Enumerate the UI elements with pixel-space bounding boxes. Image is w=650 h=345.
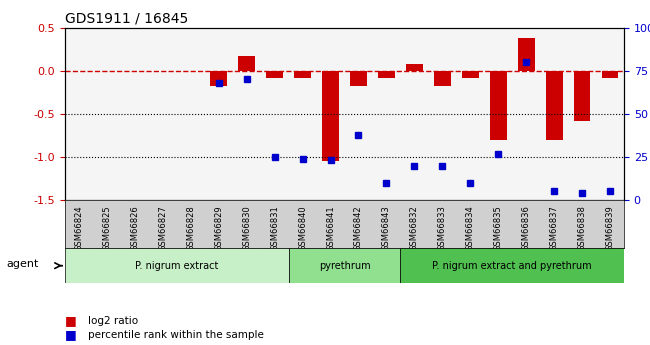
Bar — [574, 71, 590, 121]
Text: log2 ratio: log2 ratio — [88, 316, 138, 326]
Text: GSM66839: GSM66839 — [606, 205, 614, 251]
Bar — [322, 71, 339, 161]
Bar — [518, 38, 534, 71]
Text: percentile rank within the sample: percentile rank within the sample — [88, 330, 264, 339]
Text: GDS1911 / 16845: GDS1911 / 16845 — [65, 11, 188, 25]
Text: GSM66838: GSM66838 — [578, 205, 586, 251]
Text: GSM66830: GSM66830 — [242, 205, 251, 251]
Text: GSM66842: GSM66842 — [354, 205, 363, 250]
Bar — [294, 71, 311, 78]
FancyBboxPatch shape — [400, 248, 624, 283]
Text: GSM66831: GSM66831 — [270, 205, 279, 251]
Text: GSM66843: GSM66843 — [382, 205, 391, 251]
Text: GSM66841: GSM66841 — [326, 205, 335, 250]
Bar — [490, 71, 506, 140]
Bar — [462, 71, 478, 78]
FancyBboxPatch shape — [289, 248, 400, 283]
Bar — [266, 71, 283, 78]
Text: GSM66828: GSM66828 — [187, 205, 195, 251]
Bar — [239, 56, 255, 71]
Bar — [546, 71, 562, 140]
Bar — [602, 71, 618, 78]
Bar — [378, 71, 395, 78]
Text: agent: agent — [6, 259, 39, 269]
Text: GSM66835: GSM66835 — [494, 205, 502, 251]
Text: P. nigrum extract and pyrethrum: P. nigrum extract and pyrethrum — [432, 261, 592, 270]
Text: GSM66826: GSM66826 — [131, 205, 139, 251]
Text: GSM66824: GSM66824 — [75, 205, 83, 250]
Text: GSM66834: GSM66834 — [466, 205, 474, 251]
Text: GSM66827: GSM66827 — [159, 205, 167, 251]
Bar — [406, 64, 422, 71]
Text: GSM66837: GSM66837 — [550, 205, 558, 251]
Text: GSM66829: GSM66829 — [214, 205, 223, 250]
FancyBboxPatch shape — [65, 248, 289, 283]
Text: GSM66840: GSM66840 — [298, 205, 307, 250]
Text: ■: ■ — [65, 328, 77, 341]
Bar — [211, 71, 227, 86]
Text: GSM66832: GSM66832 — [410, 205, 419, 251]
Text: GSM66833: GSM66833 — [438, 205, 447, 251]
Text: GSM66825: GSM66825 — [103, 205, 111, 250]
Text: pyrethrum: pyrethrum — [318, 261, 370, 270]
Bar — [350, 71, 367, 86]
Bar — [434, 71, 450, 86]
Text: GSM66836: GSM66836 — [522, 205, 530, 251]
Text: P. nigrum extract: P. nigrum extract — [135, 261, 218, 270]
Text: ■: ■ — [65, 314, 77, 327]
